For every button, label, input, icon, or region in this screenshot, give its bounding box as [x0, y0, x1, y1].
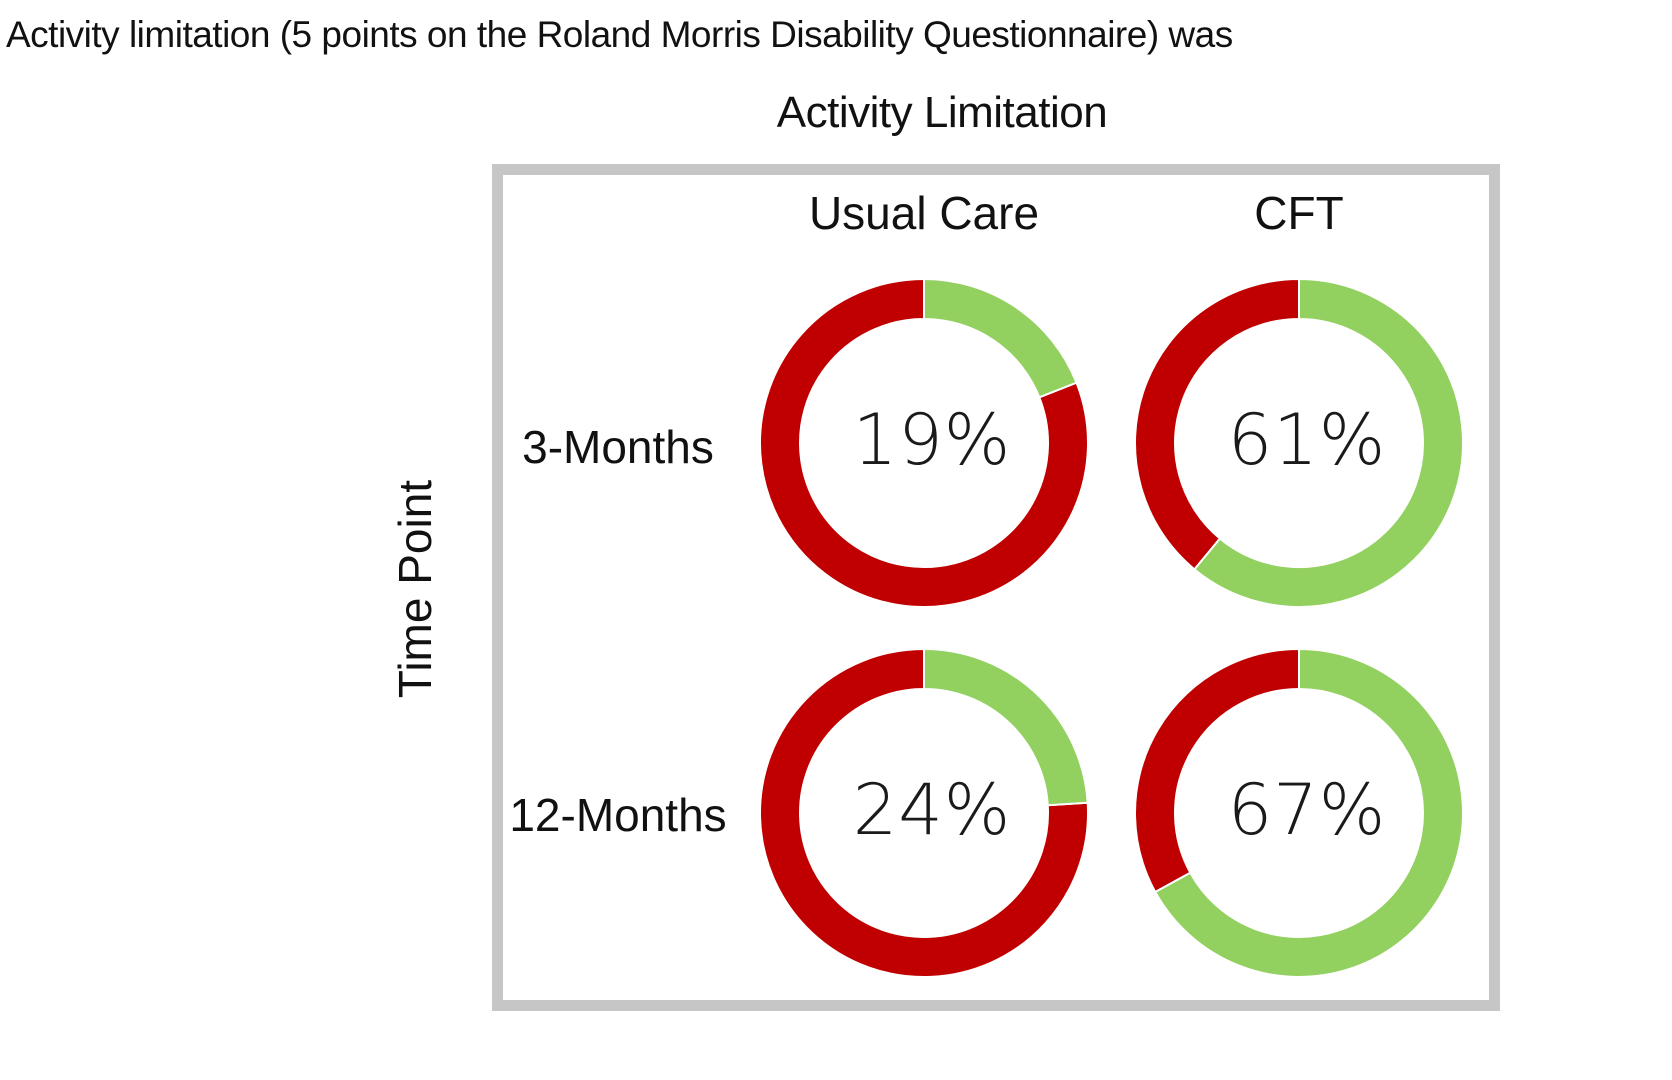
- row-label-12-months: 12-Months: [509, 789, 727, 841]
- donut-segment-achieved-3-months-cft: [1193, 277, 1464, 608]
- chart-title: Activity Limitation: [776, 88, 1108, 137]
- chart-panel-frame: [492, 164, 1500, 1011]
- donut-value-label-3-months-cft: 61%: [1227, 399, 1387, 481]
- donut-segment-remainder-12-months-usual-care: [759, 647, 1090, 978]
- donut-12-months-usual-care: [759, 647, 1090, 978]
- column-header-cft: CFT: [1254, 187, 1344, 239]
- donut-value-label-12-months-usual-care: 24%: [852, 769, 1012, 851]
- column-header-usual-care: Usual Care: [808, 187, 1040, 239]
- donut-value-label-12-months-cft: 67%: [1227, 769, 1387, 851]
- donut-3-months-usual-care: [759, 277, 1089, 608]
- donut-segment-achieved-12-months-usual-care: [923, 647, 1089, 807]
- donut-segment-achieved-3-months-usual-care: [923, 277, 1078, 399]
- donut-12-months-cft: [1134, 647, 1464, 978]
- donut-segment-achieved-12-months-cft: [1153, 647, 1464, 978]
- donut-3-months-cft: [1134, 277, 1464, 608]
- row-label-3-months: 3-Months: [522, 421, 714, 473]
- donut-value-label-3-months-usual-care: 19%: [852, 399, 1012, 481]
- donut-segment-remainder-3-months-usual-care: [759, 277, 1089, 608]
- donut-segment-remainder-3-months-cft: [1134, 277, 1300, 571]
- intro-text: Activity limitation (5 points on the Rol…: [6, 14, 1233, 55]
